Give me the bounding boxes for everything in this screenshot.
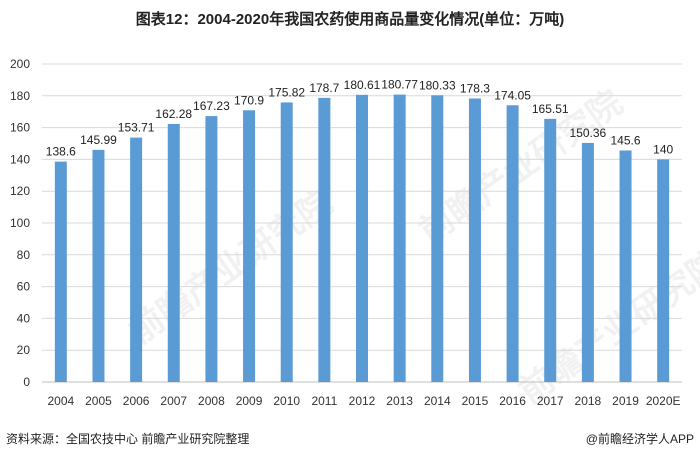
bar bbox=[167, 123, 180, 383]
x-tick-label: 2008 bbox=[198, 394, 225, 408]
bar bbox=[619, 150, 632, 382]
y-tick-label: 0 bbox=[23, 375, 30, 389]
data-label: 174.05 bbox=[494, 88, 531, 102]
y-tick-label: 20 bbox=[17, 343, 31, 357]
data-label: 180.33 bbox=[419, 78, 456, 92]
data-label: 140 bbox=[653, 142, 673, 156]
y-tick-label: 100 bbox=[10, 216, 30, 230]
data-label: 145.99 bbox=[80, 133, 117, 147]
chart-title: 图表12：2004-2020年我国农药使用商品量变化情况(单位：万吨) bbox=[135, 11, 565, 28]
y-tick-label: 200 bbox=[10, 57, 30, 71]
bar bbox=[393, 94, 406, 383]
data-label: 175.82 bbox=[268, 85, 305, 99]
x-tick-label: 2019 bbox=[612, 394, 639, 408]
x-tick-label: 2005 bbox=[85, 394, 112, 408]
x-tick-label: 2017 bbox=[537, 394, 564, 408]
source-note: 资料来源：全国农技中心 前瞻产业研究院整理 bbox=[6, 432, 250, 446]
bar bbox=[318, 97, 331, 382]
bar bbox=[544, 118, 557, 382]
x-tick-label: 2018 bbox=[575, 394, 602, 408]
brand-label: @前瞻经济学人APP bbox=[585, 432, 694, 446]
bar bbox=[205, 116, 218, 382]
y-tick-label: 140 bbox=[10, 152, 30, 166]
data-label: 145.6 bbox=[611, 133, 641, 147]
y-tick-label: 60 bbox=[17, 280, 31, 294]
bar bbox=[468, 98, 481, 383]
x-tick-label: 2012 bbox=[349, 394, 376, 408]
data-label: 165.51 bbox=[532, 102, 569, 116]
x-tick-label: 2010 bbox=[273, 394, 300, 408]
bar bbox=[92, 149, 105, 382]
bar bbox=[54, 161, 67, 382]
bar bbox=[130, 137, 143, 382]
x-tick-label: 2013 bbox=[386, 394, 413, 408]
bar bbox=[280, 102, 293, 382]
bar bbox=[506, 105, 519, 382]
x-tick-label: 2014 bbox=[424, 394, 451, 408]
x-tick-label: 2020E bbox=[646, 394, 681, 408]
data-label: 180.77 bbox=[381, 78, 418, 92]
data-label: 138.6 bbox=[46, 145, 76, 159]
bar bbox=[431, 95, 444, 382]
x-tick-label: 2007 bbox=[160, 394, 187, 408]
y-tick-label: 160 bbox=[10, 121, 30, 135]
bar bbox=[356, 94, 368, 382]
data-label: 180.61 bbox=[344, 78, 381, 92]
bar bbox=[581, 142, 594, 382]
bar bbox=[657, 159, 670, 382]
x-tick-label: 2006 bbox=[123, 394, 150, 408]
x-tick-label: 2011 bbox=[311, 394, 337, 408]
bar bbox=[243, 110, 256, 383]
data-label: 150.36 bbox=[570, 126, 607, 140]
data-label: 167.23 bbox=[193, 99, 230, 113]
data-label: 162.28 bbox=[155, 107, 192, 121]
x-tick-label: 2016 bbox=[499, 394, 526, 408]
y-tick-label: 120 bbox=[10, 184, 30, 198]
y-tick-label: 80 bbox=[17, 248, 31, 262]
data-label: 170.9 bbox=[234, 93, 264, 107]
x-tick-label: 2009 bbox=[236, 394, 263, 408]
data-label: 178.7 bbox=[309, 81, 339, 95]
x-tick-label: 2015 bbox=[462, 394, 489, 408]
data-label: 153.71 bbox=[118, 121, 155, 135]
x-tick-label: 2004 bbox=[47, 394, 74, 408]
footer: 资料来源：全国农技中心 前瞻产业研究院整理 @前瞻经济学人APP bbox=[6, 430, 694, 448]
y-tick-label: 180 bbox=[10, 89, 30, 103]
y-tick-label: 40 bbox=[17, 311, 31, 325]
data-label: 178.3 bbox=[460, 82, 490, 96]
